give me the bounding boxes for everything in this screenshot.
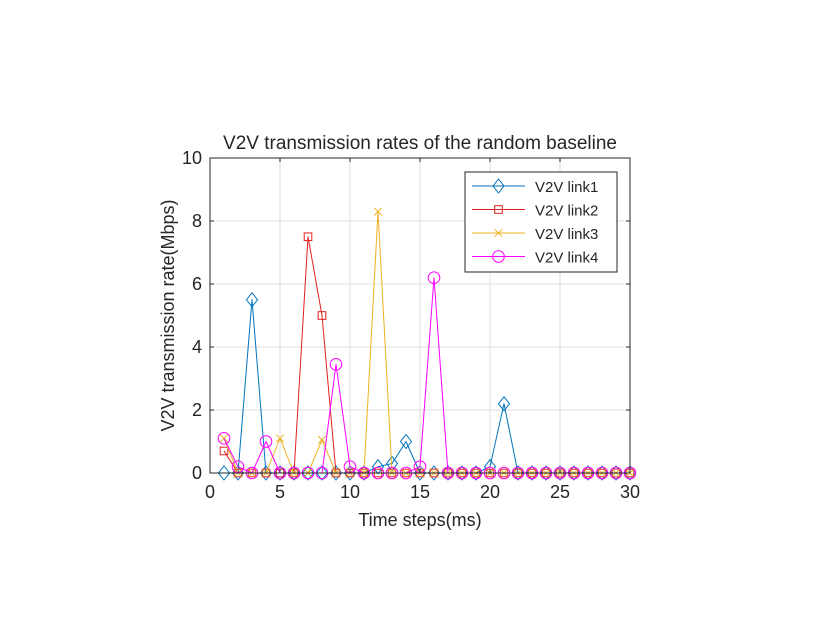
x-tick-label: 10 — [340, 482, 360, 502]
y-tick-label: 8 — [192, 211, 202, 231]
legend-label: V2V link3 — [535, 226, 598, 243]
legend-marker — [494, 228, 503, 238]
legend-label: V2V link1 — [535, 179, 598, 196]
data-point — [245, 291, 259, 308]
data-point — [317, 311, 327, 320]
x-tick-label: 5 — [275, 482, 285, 502]
legend-box — [464, 171, 618, 273]
x-tick-label: 30 — [620, 482, 640, 502]
data-point — [317, 435, 327, 445]
legend-marker — [492, 178, 505, 194]
data-point — [303, 232, 313, 242]
legend-item: V2V link4 — [472, 250, 598, 267]
legend-marker — [494, 205, 503, 214]
x-tick-label: 20 — [480, 482, 500, 502]
data-point — [373, 207, 383, 216]
data-point — [217, 432, 231, 445]
legend: V2V link1 V2V link2 V2V link3 V2V link4 — [464, 171, 618, 273]
legend-item: V2V link2 — [472, 203, 598, 220]
y-tick-label: 6 — [192, 274, 202, 294]
data-point — [427, 271, 441, 285]
legend-marker — [492, 250, 505, 263]
y-tick-label: 4 — [192, 337, 202, 357]
data-point — [275, 434, 285, 443]
data-point — [329, 358, 343, 371]
data-point — [301, 465, 315, 481]
y-tick-label: 10 — [182, 148, 202, 168]
y-axis-label: V2V transmission rate(Mbps) — [158, 199, 178, 431]
y-tick-label: 2 — [192, 400, 202, 420]
x-tick-label: 25 — [550, 482, 570, 502]
data-point — [371, 458, 385, 475]
legend-item: V2V link3 — [472, 226, 598, 243]
tick-marks — [209, 157, 631, 474]
legend-label: V2V link2 — [535, 203, 598, 220]
tick-labels: 0 5 10 15 20 25 30 0 2 4 6 8 10 — [182, 148, 640, 502]
x-tick-label: 15 — [410, 482, 430, 502]
data-point — [315, 465, 329, 481]
data-point — [497, 395, 511, 412]
chart-title: V2V transmission rates of the random bas… — [223, 133, 617, 154]
legend-item: V2V link1 — [472, 178, 598, 196]
x-tick-label: 0 — [205, 482, 215, 502]
data-point — [259, 435, 273, 448]
x-axis-label: Time steps(ms) — [358, 510, 481, 530]
data-point — [399, 433, 413, 450]
y-tick-label: 0 — [192, 463, 202, 483]
data-point — [217, 465, 231, 481]
data-point — [219, 446, 229, 456]
legend-label: V2V link4 — [535, 250, 598, 267]
